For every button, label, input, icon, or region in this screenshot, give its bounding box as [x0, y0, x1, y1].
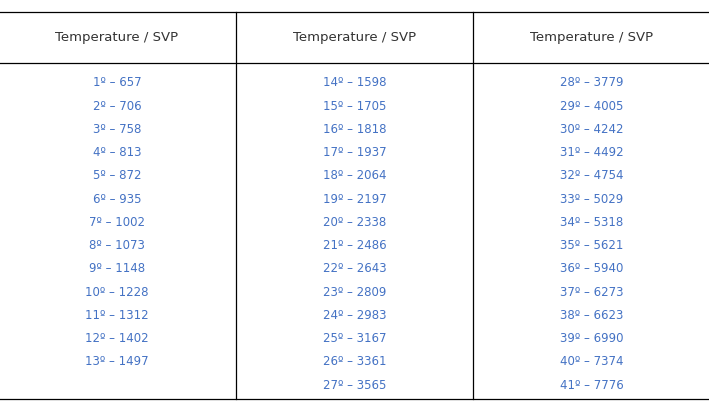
Text: 17º – 1937: 17º – 1937: [323, 146, 386, 159]
Text: 11º – 1312: 11º – 1312: [85, 309, 149, 322]
Text: 38º – 6623: 38º – 6623: [560, 309, 624, 322]
Text: 32º – 4754: 32º – 4754: [560, 169, 624, 182]
Text: 20º – 2338: 20º – 2338: [323, 216, 386, 229]
Text: 7º – 1002: 7º – 1002: [89, 216, 145, 229]
Text: 29º – 4005: 29º – 4005: [560, 100, 624, 113]
Text: 34º – 5318: 34º – 5318: [560, 216, 624, 229]
Text: 1º – 657: 1º – 657: [93, 77, 141, 90]
Text: 39º – 6990: 39º – 6990: [560, 332, 624, 345]
Text: 13º – 1497: 13º – 1497: [85, 355, 149, 368]
Text: 12º – 1402: 12º – 1402: [85, 332, 149, 345]
Text: 35º – 5621: 35º – 5621: [560, 239, 624, 252]
Text: 27º – 3565: 27º – 3565: [323, 379, 386, 392]
Text: 6º – 935: 6º – 935: [93, 193, 141, 206]
Text: Temperature / SVP: Temperature / SVP: [293, 31, 416, 44]
Text: 18º – 2064: 18º – 2064: [323, 169, 386, 182]
Text: 41º – 7776: 41º – 7776: [560, 379, 624, 392]
Text: 4º – 813: 4º – 813: [93, 146, 141, 159]
Text: 21º – 2486: 21º – 2486: [323, 239, 386, 252]
Text: 28º – 3779: 28º – 3779: [560, 77, 624, 90]
Text: 25º – 3167: 25º – 3167: [323, 332, 386, 345]
Text: 10º – 1228: 10º – 1228: [85, 286, 149, 299]
Text: 30º – 4242: 30º – 4242: [560, 123, 624, 136]
Text: 31º – 4492: 31º – 4492: [560, 146, 624, 159]
Text: 33º – 5029: 33º – 5029: [560, 193, 624, 206]
Text: 15º – 1705: 15º – 1705: [323, 100, 386, 113]
Text: Temperature / SVP: Temperature / SVP: [55, 31, 179, 44]
Text: 8º – 1073: 8º – 1073: [89, 239, 145, 252]
Text: 3º – 758: 3º – 758: [93, 123, 141, 136]
Text: 16º – 1818: 16º – 1818: [323, 123, 386, 136]
Text: 2º – 706: 2º – 706: [93, 100, 141, 113]
Text: 19º – 2197: 19º – 2197: [323, 193, 386, 206]
Text: 23º – 2809: 23º – 2809: [323, 286, 386, 299]
Text: 14º – 1598: 14º – 1598: [323, 77, 386, 90]
Text: 5º – 872: 5º – 872: [93, 169, 141, 182]
Text: 26º – 3361: 26º – 3361: [323, 355, 386, 368]
Text: 9º – 1148: 9º – 1148: [89, 263, 145, 276]
Text: 22º – 2643: 22º – 2643: [323, 263, 386, 276]
Text: 37º – 6273: 37º – 6273: [560, 286, 624, 299]
Text: 40º – 7374: 40º – 7374: [560, 355, 624, 368]
Text: Temperature / SVP: Temperature / SVP: [530, 31, 654, 44]
Text: 36º – 5940: 36º – 5940: [560, 263, 624, 276]
Text: 24º – 2983: 24º – 2983: [323, 309, 386, 322]
